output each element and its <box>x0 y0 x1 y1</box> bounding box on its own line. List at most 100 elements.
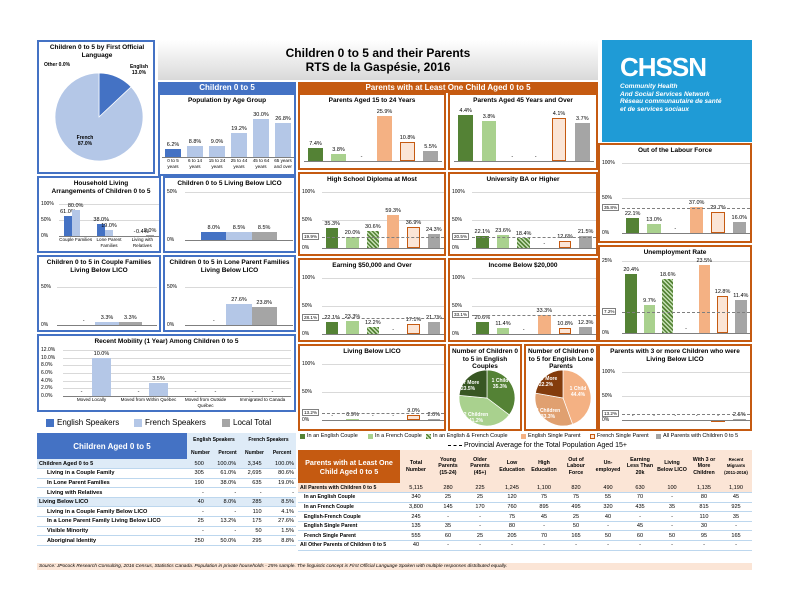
data-label: 30.0% <box>253 112 269 119</box>
data-label: 11.4% <box>733 293 749 300</box>
legend-en-single-label: English Single Parent <box>528 433 581 439</box>
bar <box>496 234 510 248</box>
provincial-average-label: 35.8% <box>602 203 620 211</box>
children-table-title: Children Aged 0 to 5 <box>37 433 187 459</box>
bar <box>711 212 725 233</box>
table-cell: 165 <box>560 530 592 542</box>
x-category-label: Living with Relatives <box>131 237 154 248</box>
y-tick-label: 6.0% <box>41 370 53 376</box>
table-row: Children Aged 0 to 5 500 100.0% 3,345 100.0% <box>37 459 296 470</box>
y-tick-label: 0% <box>41 233 49 239</box>
gridline <box>622 396 750 397</box>
bar <box>97 223 106 236</box>
y-tick-label: 50% <box>602 195 613 201</box>
legend-english: English Speakers <box>46 418 119 427</box>
table-cell: Living Below LICO <box>37 497 187 508</box>
table-cell: 100.0% <box>263 459 296 470</box>
gridline <box>322 220 444 221</box>
data-label: 3.7% <box>576 115 589 122</box>
data-label: - <box>543 241 546 247</box>
table-cell: 45 <box>720 492 752 503</box>
table-cell: 245 <box>400 511 432 522</box>
chart-title: Children 0 to 5 in Lone Parent Families … <box>169 259 290 274</box>
parents-col-header: High Education <box>531 460 557 473</box>
pie-svg <box>458 369 516 427</box>
y-tick-label: 2.0% <box>41 385 53 392</box>
table-cell: - <box>656 511 688 522</box>
bar <box>377 116 392 161</box>
data-label: 3.3% <box>124 315 137 322</box>
data-label: - <box>695 413 698 419</box>
table-cell: 100.0% <box>205 459 239 470</box>
axis-baseline <box>322 248 444 249</box>
data-label: 10.8% <box>557 320 573 327</box>
bar <box>407 324 420 334</box>
table-cell: 35 <box>432 521 464 532</box>
y-tick-label: 50% <box>302 303 313 309</box>
table-cell: 555 <box>400 530 432 542</box>
y-tick-label: 50% <box>167 284 178 290</box>
table-cell: 35 <box>656 502 688 513</box>
chart-title: Number of Children 0 to 5 in English Cou… <box>451 348 519 370</box>
parents-15-24-panel: Parents Aged 15 to 24 Years 7.4% 3.8% - 25.9… <box>298 93 446 170</box>
pie-slice <box>54 72 144 162</box>
table-cell: - <box>688 540 720 551</box>
page-subtitle: RTS de la Gaspésie, 2016 <box>305 60 451 74</box>
table-cell: 38.0% <box>205 478 239 489</box>
gridline <box>63 388 291 390</box>
table-cell: - <box>187 526 206 537</box>
y-tick-label: 0.0% <box>41 393 53 399</box>
english-couples-children-panel: Number of Children 0 to 5 in English Cou… <box>448 344 522 431</box>
provincial-average-line <box>322 318 444 320</box>
parents-col-header: Earning Less Than 20k <box>626 457 654 476</box>
provincial-average-line <box>322 236 444 238</box>
pie-slice-label: 2 Children 41.2% <box>463 412 489 424</box>
data-label: 33.3% <box>536 308 553 315</box>
gridline <box>472 278 596 279</box>
legend-local-label: Local Total <box>233 418 272 427</box>
y-tick-label: 0% <box>167 237 175 243</box>
bar <box>735 300 747 333</box>
legend-en-couple: In an English Couple <box>300 433 358 439</box>
gridline <box>63 357 291 359</box>
mobility-panel: Recent Mobility (1 Year) Among Children … <box>37 334 296 412</box>
table-cell: - <box>560 540 592 551</box>
data-label: 2.6% <box>733 411 746 418</box>
table-cell: 435 <box>624 502 656 513</box>
data-label: - <box>511 154 514 160</box>
legend-local: Local Total <box>222 418 271 427</box>
table-cell: 110 <box>238 506 264 518</box>
gridline <box>472 306 596 307</box>
gridline <box>63 373 291 374</box>
x-category-label: Immigrated to Canada <box>239 397 286 402</box>
table-cell: 100 <box>656 483 688 494</box>
table-cell: 205 <box>496 530 528 542</box>
pie-slice-label: French 87.0% <box>76 135 94 147</box>
legend-all-label: All Parents with Children 0 to 5 <box>663 433 739 439</box>
data-label: 26.8% <box>275 116 291 123</box>
provincial-average-label: 33.1% <box>452 311 470 319</box>
data-label: 18.4% <box>515 230 532 237</box>
data-label: 23.3% <box>344 313 361 320</box>
data-label: - <box>653 413 655 419</box>
first-official-language-panel: Children 0 to 5 by First Official Langua… <box>37 40 155 174</box>
table-cell: 19.0% <box>263 478 296 489</box>
axis-baseline <box>472 248 596 249</box>
table-cell: 2,695 <box>238 468 264 479</box>
bar <box>690 207 704 233</box>
gridline <box>322 278 444 279</box>
pie-slice <box>486 369 516 416</box>
table-cell: - <box>263 487 296 498</box>
data-label: - <box>371 413 374 419</box>
data-label: - <box>392 413 395 419</box>
provincial-average-label: 20.5% <box>452 232 470 240</box>
table-row: English-French Couple 245- -75 45 25 40- -110 3… <box>298 511 752 522</box>
table-cell: - <box>464 521 496 532</box>
parents-col-header: Older Parents (45+) <box>470 457 490 476</box>
bar <box>366 327 380 334</box>
table-row: In an English Couple 340 25 25 120 75 75 55 70-8… <box>298 492 752 503</box>
swatch-french <box>134 418 142 427</box>
gridline <box>185 192 293 193</box>
data-label: - <box>631 413 634 419</box>
table-row: In a Lone Parent Family Living Below LIC… <box>37 516 296 527</box>
